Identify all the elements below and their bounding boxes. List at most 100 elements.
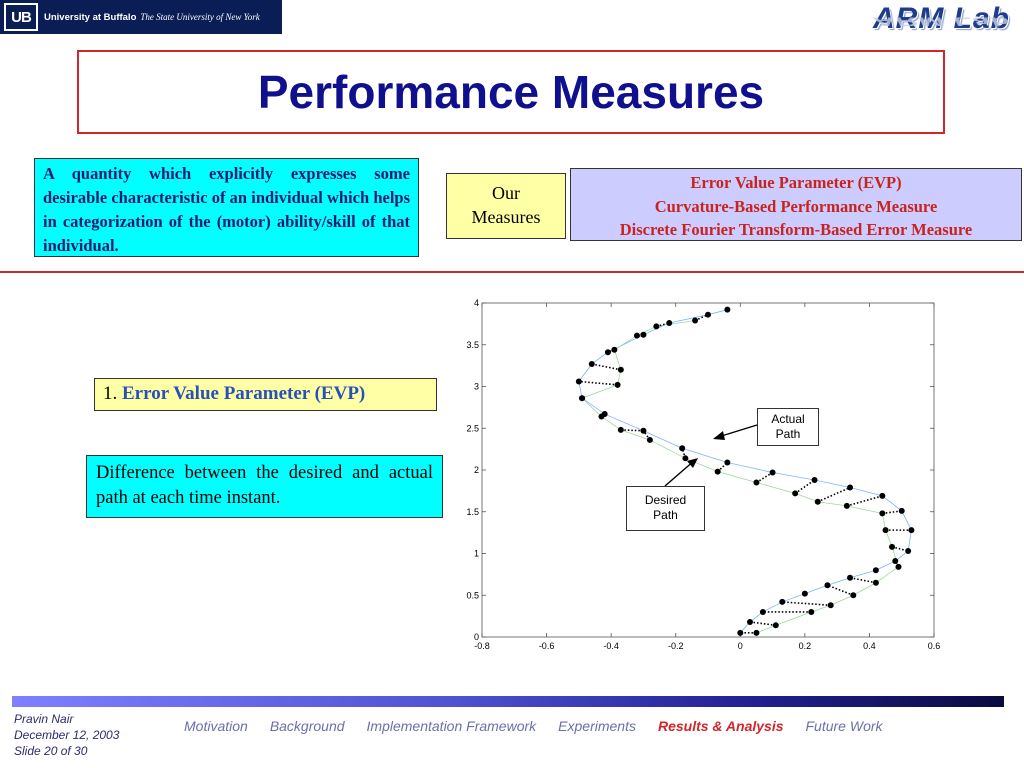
arm-lab-logo: ARM Lab [873, 2, 1010, 35]
measure-item: Curvature-Based Performance Measure [654, 196, 938, 216]
actual-path-point [737, 629, 744, 636]
desired-path-point [598, 413, 605, 420]
footer-author-block: Pravin Nair December 12, 2003 Slide 20 o… [14, 711, 119, 759]
actual-path-point [640, 427, 647, 434]
desired-path-point [753, 479, 760, 486]
actual-path-point [666, 320, 673, 327]
y-tick-label: 2 [474, 465, 479, 475]
actual-path-point [759, 608, 766, 615]
desired-path-point [879, 510, 886, 517]
desired-path-point [617, 366, 624, 373]
actual-path-point [575, 378, 582, 385]
desired-path-point [617, 426, 624, 433]
actual-path-point [898, 507, 905, 514]
desired-path-point [614, 381, 621, 388]
actual-path-point [769, 469, 776, 476]
footer-slide-number: Slide 20 of 30 [14, 744, 88, 758]
desired-path-callout: Desired Path [626, 486, 705, 531]
footer-author: Pravin Nair [14, 712, 74, 726]
actual-path-point [705, 311, 711, 318]
nav-link-results-analysis[interactable]: Results & Analysis [657, 718, 784, 734]
error-segment [794, 479, 815, 495]
actual-path-point [811, 477, 818, 484]
actual-path-point [746, 618, 753, 625]
actual-path-point [801, 590, 808, 597]
nav-link-future-work[interactable]: Future Work [805, 718, 883, 734]
desired-path-point [714, 468, 721, 475]
error-segment [620, 429, 644, 432]
plot-frame [481, 302, 935, 638]
nav-link-implementation-framework[interactable]: Implementation Framework [366, 718, 537, 734]
actual-path-point [879, 492, 886, 499]
nav-link-background[interactable]: Background [269, 718, 345, 734]
x-tick-label: 0 [738, 641, 743, 651]
actual-path-point [640, 331, 647, 338]
actual-path-point [588, 360, 595, 367]
desired-path-point [850, 592, 857, 599]
error-segment [749, 621, 776, 627]
desired-callout-arrowhead [687, 458, 698, 468]
desired-path-point [889, 543, 896, 550]
evp-heading-box: 1. Error Value Parameter (EVP) [94, 378, 437, 411]
actual-path-point [779, 598, 786, 605]
actual-path-point [908, 527, 915, 534]
desired-path-point [882, 527, 889, 534]
section-divider [0, 271, 1024, 273]
desired-path-point [653, 323, 660, 330]
x-tick-label: -0.6 [539, 641, 555, 651]
our-measures-line2: Measures [471, 207, 541, 227]
actual-path-point [905, 547, 912, 554]
y-tick-label: 4 [474, 298, 479, 308]
actual-path-point [724, 459, 731, 466]
actual-path-point [847, 574, 854, 581]
actual-path-point [872, 567, 879, 574]
actual-path-point [892, 558, 899, 565]
desired-path-point [808, 608, 815, 615]
actual-callout-arrowhead [713, 431, 725, 440]
x-tick-label: -0.8 [474, 641, 490, 651]
desired-path-point [692, 317, 699, 324]
y-tick-label: 0 [474, 632, 479, 642]
arm-lab-logo-reflection: ARM Lab [873, 14, 1010, 28]
actual-path-point [824, 582, 831, 589]
actual-path-point [724, 306, 731, 313]
desired-path-point [792, 490, 799, 497]
path-chart: -0.8 -0.6 -0.4 -0.2 0 0.2 0.4 0.6 0 0.5 1 1.5 2 2.5 3 3… [466, 298, 941, 651]
desired-path-point [843, 502, 850, 509]
desired-path-point [682, 455, 689, 462]
x-tick-label: 0.4 [863, 641, 876, 651]
error-segment [782, 601, 831, 607]
actual-path-line [578, 309, 912, 634]
footer-bar [12, 696, 1004, 707]
desired-path-point [814, 498, 821, 505]
error-segment [849, 576, 877, 584]
y-tick-label: 3 [474, 382, 479, 392]
our-measures-box: Our Measures [446, 173, 566, 239]
ub-mark: UB [4, 3, 38, 31]
x-tick-label: 0.6 [928, 641, 941, 651]
desired-path-point [753, 629, 760, 636]
y-tick-label: 2.5 [466, 423, 479, 433]
our-measures-line1: Our [492, 183, 520, 203]
actual-path-callout-line2: Path [775, 427, 801, 441]
nav-link-experiments[interactable]: Experiments [558, 718, 636, 734]
y-tick-label: 1.5 [466, 507, 479, 517]
error-segment [891, 546, 909, 552]
nav-link-motivation[interactable]: Motivation [184, 718, 248, 734]
y-tick-label: 1 [474, 549, 479, 559]
y-tick-label: 0.5 [466, 590, 479, 600]
error-segment [591, 363, 621, 371]
error-segment [578, 380, 618, 386]
title-box: Performance Measures [77, 50, 945, 134]
measures-list-box: Error Value Parameter (EVP) Curvature-Ba… [570, 168, 1022, 241]
footer-date: December 12, 2003 [14, 728, 120, 742]
ub-logo: UB University at Buffalo The State Unive… [0, 0, 282, 34]
error-segment [846, 495, 883, 507]
actual-path-point [679, 445, 686, 452]
actual-path-point [847, 484, 854, 491]
actual-path-callout-line1: Actual [771, 412, 805, 426]
desired-path-callout-line1: Desired [644, 493, 687, 507]
ub-name: University at Buffalo [44, 11, 137, 23]
x-tick-label: -0.4 [603, 641, 619, 651]
measure-item: Error Value Parameter (EVP) [690, 173, 902, 192]
